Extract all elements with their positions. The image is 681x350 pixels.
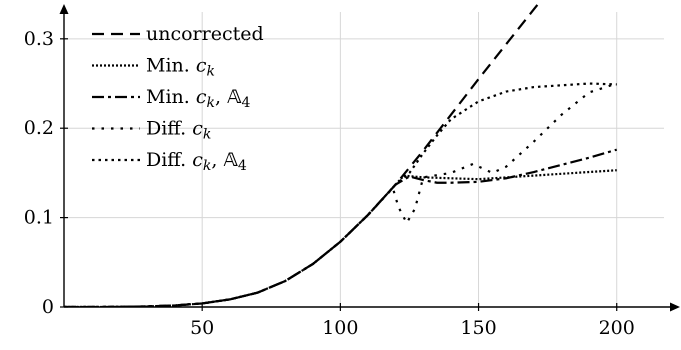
y-tick-label: 0.1 (24, 207, 54, 229)
x-tick-label: 150 (460, 317, 496, 339)
x-tick-label: 200 (599, 317, 635, 339)
y-axis-arrow (59, 4, 69, 14)
series-line-4 (64, 82, 618, 307)
legend-label-5: Diff. ck, 𝔸4 (146, 149, 247, 174)
x-tick-label: 100 (322, 317, 358, 339)
tick-layer: 50 100 150 200 0 0.1 0.2 0.3 (24, 28, 635, 339)
legend-label-2: Min. ck (146, 55, 215, 80)
y-tick-label: 0 (42, 296, 54, 318)
x-axis-arrow (670, 302, 680, 312)
x-tick-label: 50 (190, 317, 214, 339)
axes (59, 4, 680, 312)
legend-label-4: Diff. ck (146, 118, 211, 143)
y-tick-label: 0.3 (24, 28, 54, 50)
y-tick-label: 0.2 (24, 117, 54, 139)
legend: uncorrected Min. ck Min. ck, 𝔸4 Diff. ck Dif… (92, 23, 264, 174)
legend-label-3: Min. ck, 𝔸4 (146, 86, 251, 111)
legend-label-1: uncorrected (146, 23, 264, 45)
series-line-1 (64, 2, 542, 307)
series-line-3 (64, 148, 618, 307)
